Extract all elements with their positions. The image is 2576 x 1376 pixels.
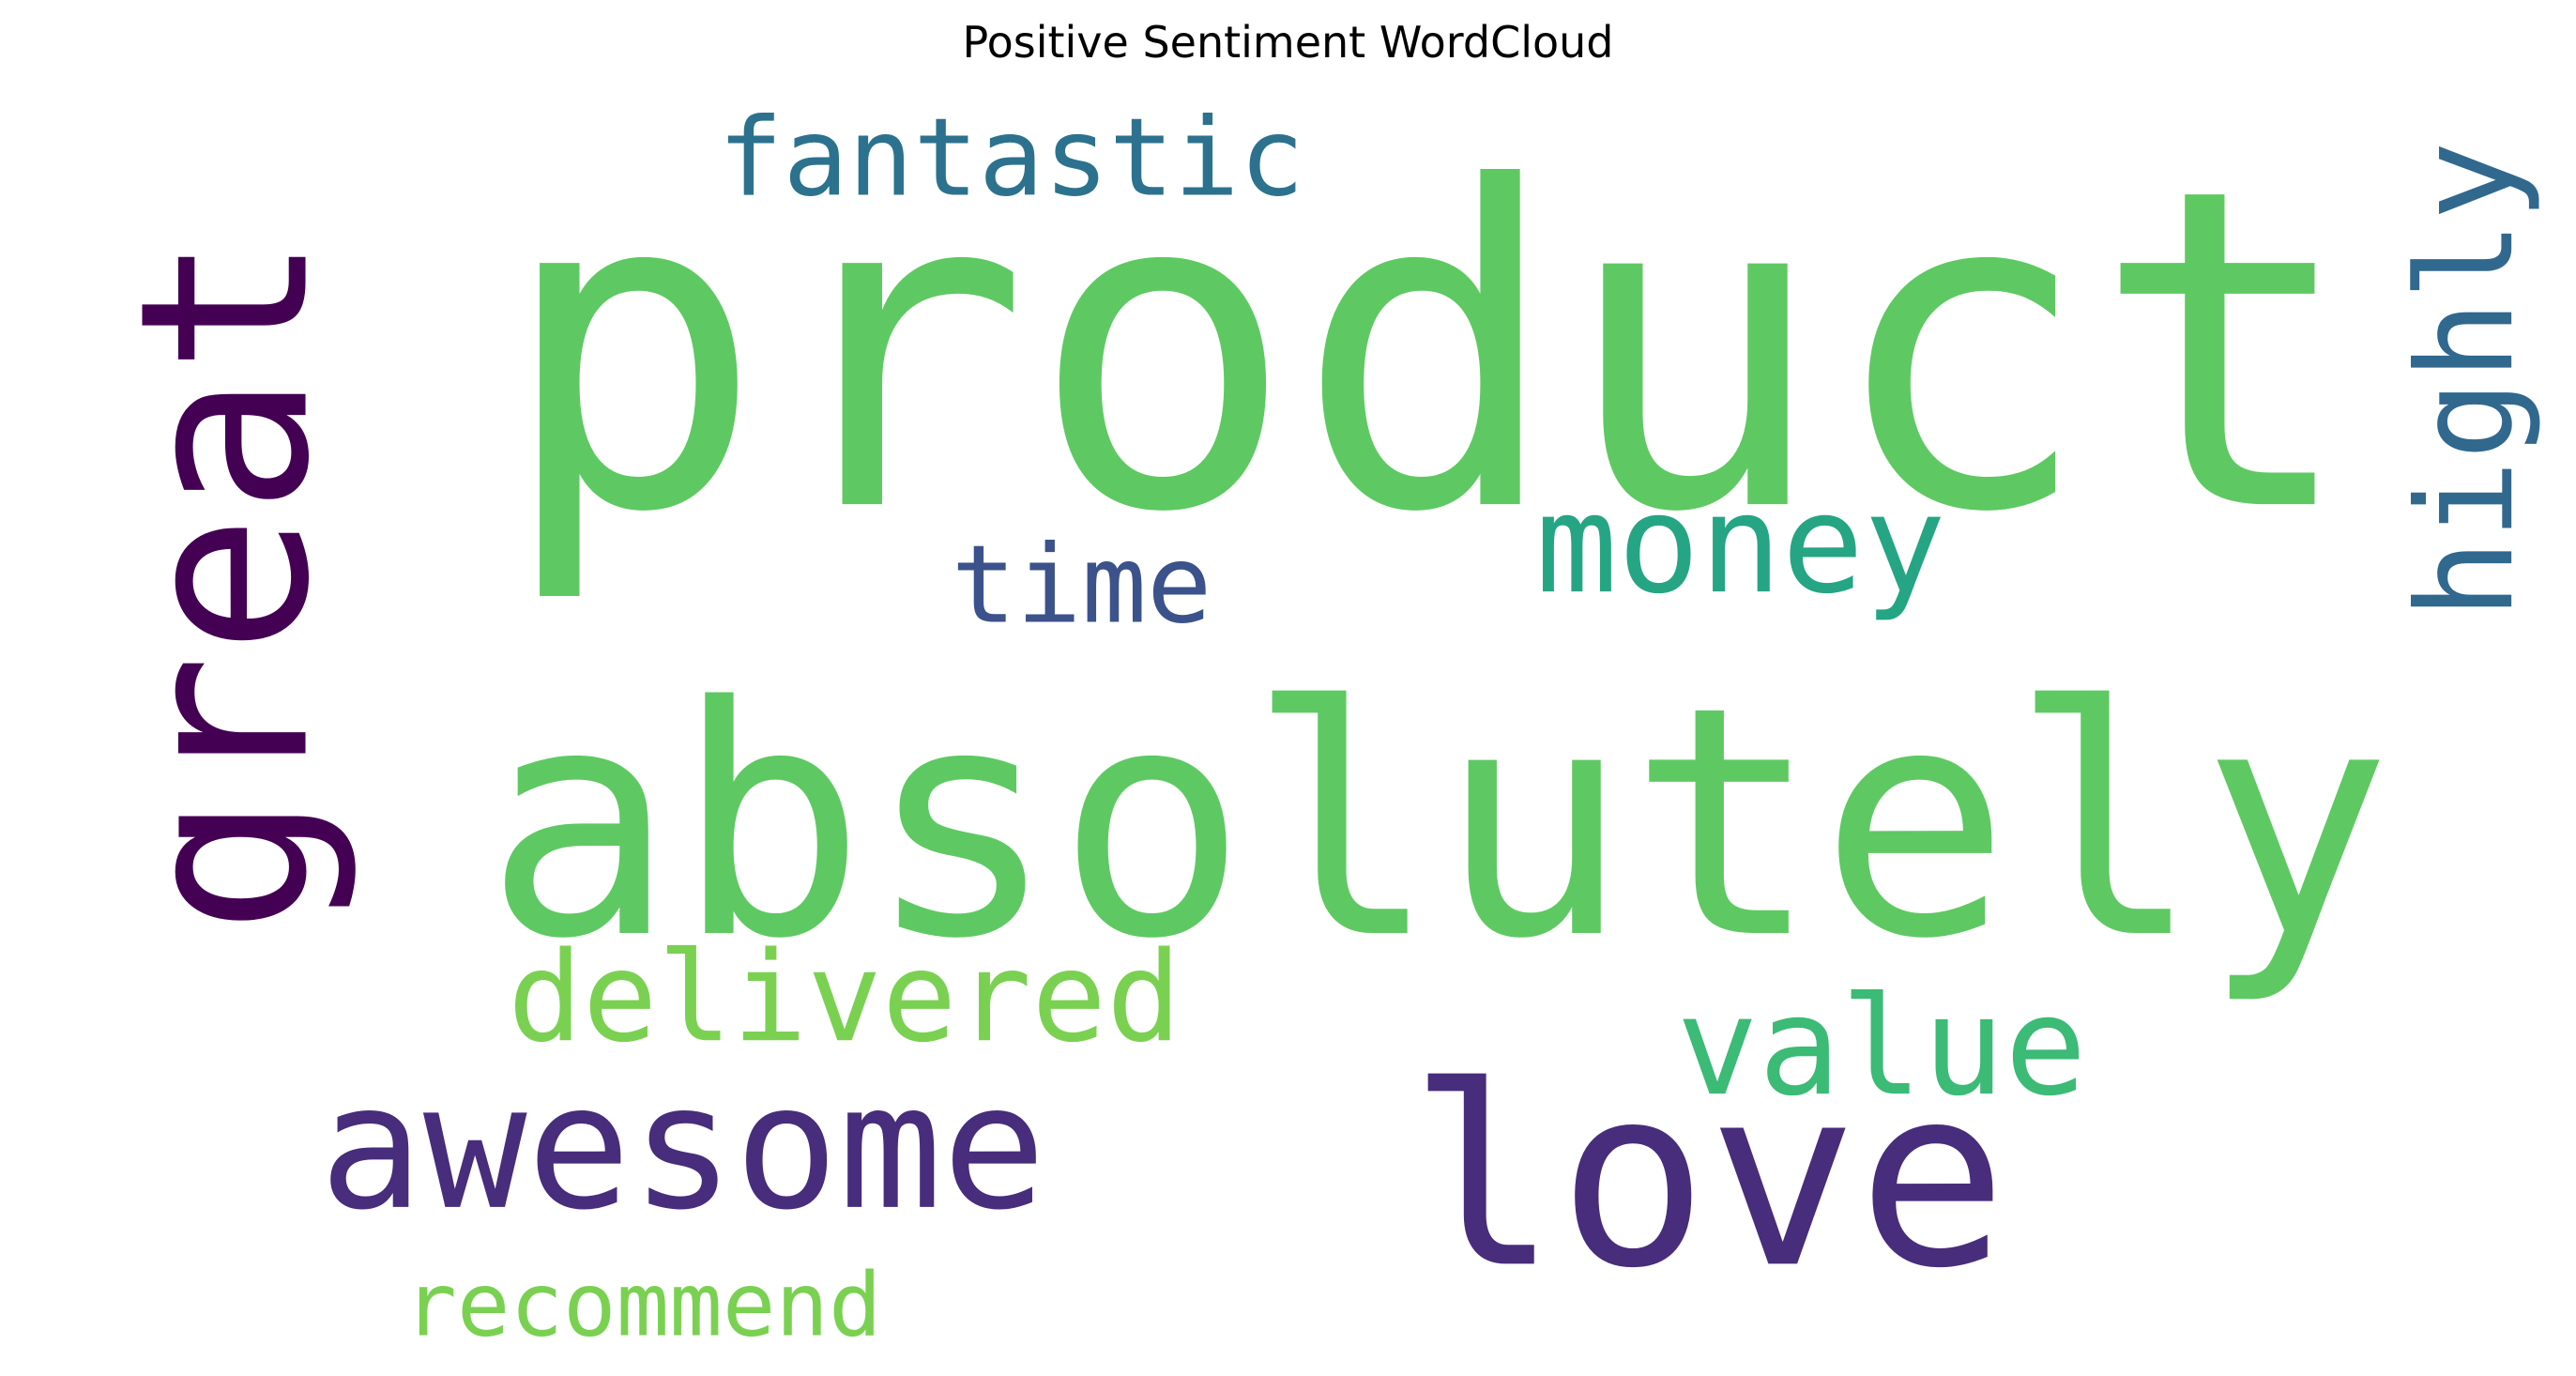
word-fantastic: fantastic (718, 95, 1304, 221)
word-delivered: delivered (508, 925, 1181, 1070)
word-recommend: recommend (404, 1254, 881, 1356)
word-value: value (1676, 968, 2086, 1126)
word-time: time (952, 522, 1212, 648)
word-love: love (1409, 1033, 2007, 1322)
word-product: product (498, 95, 2357, 608)
word-absolutely: absolutely (484, 639, 2392, 1008)
word-highly: highly (2389, 141, 2543, 619)
word-money: money (1535, 466, 1945, 624)
word-great: great (91, 234, 361, 934)
word-awesome: awesome (319, 1047, 1045, 1248)
chart-title: Positive Sentiment WordCloud (962, 17, 1614, 68)
